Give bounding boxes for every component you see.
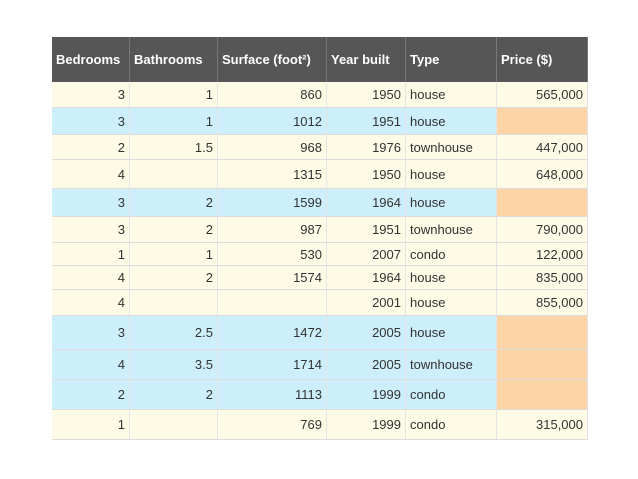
table-cell: 3 [52, 108, 130, 135]
table-cell: 2 [52, 380, 130, 410]
header-cell: Bathrooms [130, 37, 218, 82]
table-cell [130, 290, 218, 316]
table: Bedrooms Bathrooms Surface (foot²) Year bui… [52, 37, 588, 440]
table-cell: 1599 [218, 189, 327, 217]
table-cell: 4 [52, 266, 130, 290]
table-cell: 1 [130, 82, 218, 108]
table-cell: 565,000 [497, 82, 588, 108]
table-cell: 3 [52, 316, 130, 350]
table-cell: 1999 [327, 410, 406, 440]
table-cell: townhouse [406, 350, 497, 380]
table-cell: 769 [218, 410, 327, 440]
table-cell [218, 290, 327, 316]
table-cell: 3 [52, 189, 130, 217]
table-cell: 1 [130, 108, 218, 135]
table-cell: house [406, 189, 497, 217]
table-cell: 447,000 [497, 135, 588, 160]
table-cell: house [406, 290, 497, 316]
table-cell: 122,000 [497, 243, 588, 266]
table-cell: 1714 [218, 350, 327, 380]
table-cell: house [406, 160, 497, 189]
table-cell: 1 [130, 243, 218, 266]
table-cell: 2 [130, 217, 218, 243]
table-cell [497, 380, 588, 410]
table-cell: 648,000 [497, 160, 588, 189]
table-cell: condo [406, 410, 497, 440]
table-cell: 2.5 [130, 316, 218, 350]
table-cell: 835,000 [497, 266, 588, 290]
table-cell: 987 [218, 217, 327, 243]
table-cell: 860 [218, 82, 327, 108]
table-cell [130, 160, 218, 189]
table-cell: 3 [52, 82, 130, 108]
table-cell: 530 [218, 243, 327, 266]
table-cell [497, 189, 588, 217]
table-cell: 1 [52, 243, 130, 266]
table-cell: 4 [52, 290, 130, 316]
table-cell: 1.5 [130, 135, 218, 160]
table-cell: 1950 [327, 160, 406, 189]
header-cell: Year built [327, 37, 406, 82]
table-cell: 1964 [327, 266, 406, 290]
table-cell: 315,000 [497, 410, 588, 440]
table-cell: 2 [130, 380, 218, 410]
table-cell: 1951 [327, 108, 406, 135]
table-cell [497, 108, 588, 135]
table-cell: 968 [218, 135, 327, 160]
table-cell: 2 [52, 135, 130, 160]
table-cell [497, 316, 588, 350]
table-cell: 1472 [218, 316, 327, 350]
header-cell: Surface (foot²) [218, 37, 327, 82]
table-cell: house [406, 108, 497, 135]
table-cell: 1012 [218, 108, 327, 135]
table-cell: 1964 [327, 189, 406, 217]
table-cell: 2001 [327, 290, 406, 316]
table-cell: condo [406, 243, 497, 266]
table-cell: condo [406, 380, 497, 410]
table-cell: 2 [130, 189, 218, 217]
table-cell: 1999 [327, 380, 406, 410]
table-cell [497, 350, 588, 380]
table-cell: 1976 [327, 135, 406, 160]
table-cell: 2005 [327, 316, 406, 350]
table-cell: 1950 [327, 82, 406, 108]
table-cell: 2007 [327, 243, 406, 266]
table-cell: 1113 [218, 380, 327, 410]
table-cell: 790,000 [497, 217, 588, 243]
table-cell: house [406, 82, 497, 108]
table-cell [130, 410, 218, 440]
table-cell: 1315 [218, 160, 327, 189]
table-cell: 4 [52, 160, 130, 189]
table-cell: 1951 [327, 217, 406, 243]
table-cell: 1 [52, 410, 130, 440]
table-cell: house [406, 266, 497, 290]
table-cell: 2 [130, 266, 218, 290]
table-cell: townhouse [406, 135, 497, 160]
table-cell: 2005 [327, 350, 406, 380]
table-cell: 4 [52, 350, 130, 380]
table-cell: house [406, 316, 497, 350]
table-cell: 855,000 [497, 290, 588, 316]
table-cell: townhouse [406, 217, 497, 243]
table-cell: 1574 [218, 266, 327, 290]
header-cell: Price ($) [497, 37, 588, 82]
header-cell: Type [406, 37, 497, 82]
table-cell: 3.5 [130, 350, 218, 380]
table-cell: 3 [52, 217, 130, 243]
header-cell: Bedrooms [52, 37, 130, 82]
